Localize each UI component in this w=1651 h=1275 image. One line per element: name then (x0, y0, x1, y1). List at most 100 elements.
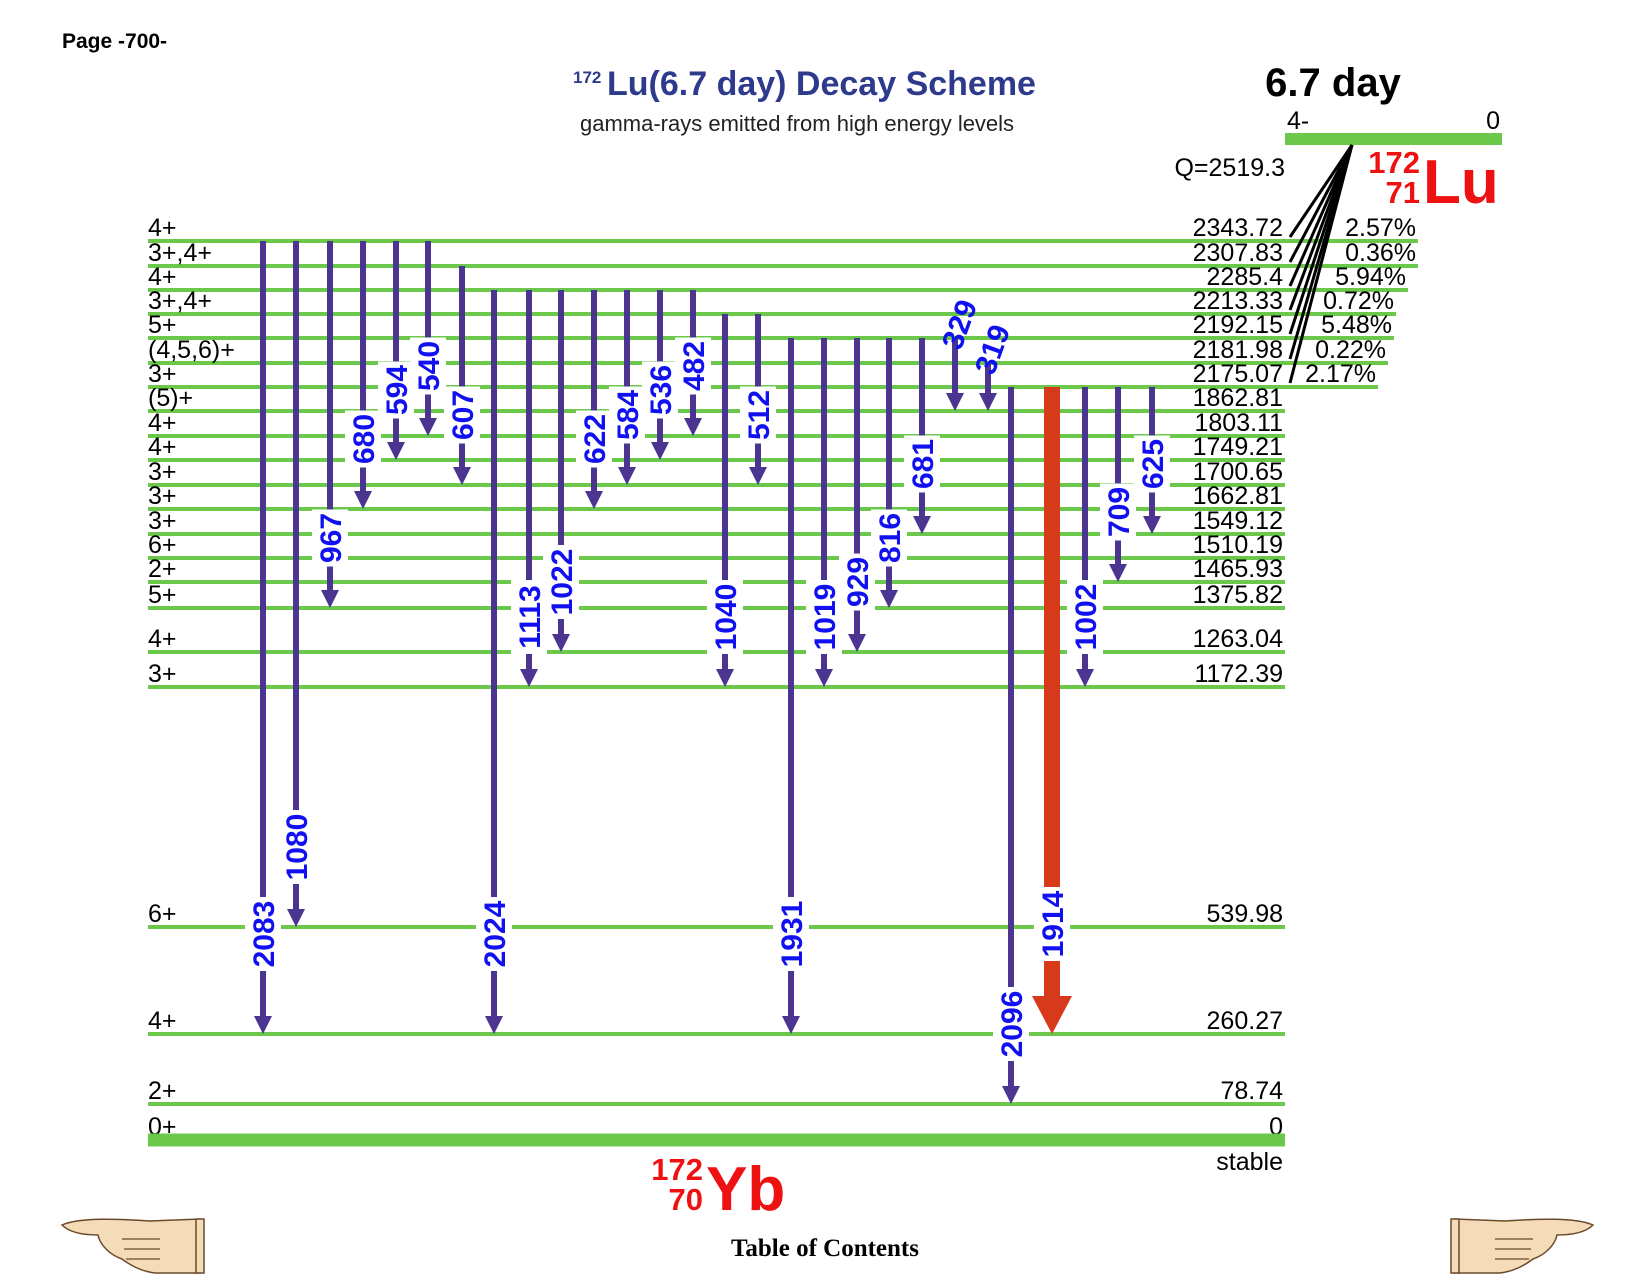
gamma-label-background (245, 897, 281, 971)
gamma-arrowhead (913, 516, 931, 534)
level-energy: 1700.65 (1193, 458, 1283, 486)
level-energy: 2307.83 (1193, 239, 1283, 267)
gamma-energy-label: 607 (447, 390, 480, 440)
gamma-label-background (345, 410, 381, 468)
gamma-energy-label: 625 (1137, 439, 1170, 489)
gamma-label-background (1034, 887, 1070, 961)
level-spin: 5+ (148, 581, 177, 609)
gamma-label-background (675, 337, 711, 395)
gamma-label-background (707, 580, 743, 654)
level-energy: 2181.98 (1193, 336, 1283, 364)
parent-mass-number: 172 (1368, 145, 1420, 180)
gamma-energy-label: 929 (842, 557, 875, 607)
level-energy: 78.74 (1220, 1077, 1283, 1105)
gamma-label-background (609, 386, 645, 444)
level-energy: 1465.93 (1193, 555, 1283, 583)
gamma-energy-label: 1080 (281, 814, 314, 881)
gamma-energy-label: 536 (645, 365, 678, 415)
level-energy: 2285.4 (1207, 263, 1284, 291)
gamma-arrowhead (419, 418, 437, 436)
level-spin: 3+ (148, 507, 177, 535)
gamma-energy-label: 2096 (996, 991, 1029, 1058)
level-energy: 1172.39 (1194, 660, 1283, 688)
level-energy: 1862.81 (1193, 384, 1283, 412)
branching-ratio: 5.94% (1335, 263, 1406, 291)
gamma-label-background (740, 386, 776, 444)
scheme-subtitle: gamma-rays emitted from high energy leve… (580, 111, 1014, 136)
gamma-arrowhead (1109, 564, 1127, 582)
gamma-label-background (993, 987, 1029, 1061)
level-spin: 3+ (148, 458, 177, 486)
next-page-hand-icon[interactable] (1450, 1215, 1595, 1275)
level-energy: 2343.72 (1193, 214, 1283, 242)
gamma-arrowhead (651, 442, 669, 460)
gamma-arrowhead (453, 467, 471, 485)
gamma-energy-label: 709 (1103, 487, 1136, 537)
daughter-atomic-number: 70 (669, 1182, 703, 1217)
title-mass-number: 172 (573, 68, 601, 87)
gamma-label-background (576, 410, 612, 468)
gamma-arrowhead (1032, 996, 1072, 1034)
gamma-energy-label: 482 (678, 341, 711, 391)
level-energy: 2192.15 (1193, 311, 1283, 339)
gamma-arrowhead (1076, 669, 1094, 687)
gamma-energy-label: 2024 (479, 900, 512, 967)
level-spin: 4+ (148, 625, 177, 653)
gamma-label-background (1067, 580, 1103, 654)
gamma-label-background (378, 361, 414, 419)
gamma-arrowhead (254, 1016, 272, 1034)
gamma-energy-label: 1914 (1037, 890, 1070, 957)
gamma-arrowhead (485, 1016, 503, 1034)
gamma-energy-label: 1040 (710, 584, 743, 651)
gamma-arrowhead (354, 491, 372, 509)
gamma-label-background (1134, 435, 1170, 493)
gamma-arrowhead (1143, 516, 1161, 534)
gamma-label-background (278, 810, 314, 884)
daughter-symbol: Yb (706, 1155, 785, 1224)
gamma-arrowhead (387, 442, 405, 460)
gamma-energy-label: 1113 (514, 585, 547, 648)
level-spin: 4+ (148, 214, 177, 242)
beta-feed-line (1288, 144, 1354, 263)
table-of-contents-link[interactable]: Table of Contents (731, 1235, 919, 1262)
gamma-label-background (904, 435, 940, 493)
level-energy: 1375.82 (1193, 581, 1283, 609)
gamma-energy-label: 967 (315, 513, 348, 563)
gamma-arrowhead (287, 909, 305, 927)
previous-page-hand-icon[interactable] (60, 1215, 205, 1275)
level-energy: 2213.33 (1193, 287, 1283, 315)
gamma-label-background (1100, 483, 1136, 541)
branching-ratio: 0.72% (1323, 287, 1394, 315)
gamma-label-background (312, 509, 348, 567)
gamma-label-background (476, 897, 512, 971)
parent-spin: 4- (1287, 107, 1309, 135)
gamma-energy-label: 594 (381, 365, 414, 415)
gamma-arrowhead (520, 669, 538, 687)
level-energy: 539.98 (1207, 900, 1283, 928)
level-spin: 2+ (148, 555, 177, 583)
level-spin: 5+ (148, 311, 177, 339)
gamma-energy-label: 680 (348, 414, 381, 464)
level-energy: 260.27 (1207, 1007, 1283, 1035)
gamma-energy-label: 584 (612, 390, 645, 440)
level-spin: (5)+ (148, 384, 193, 412)
level-spin: 3+,4+ (148, 287, 212, 315)
branching-ratio: 0.36% (1345, 239, 1416, 267)
parent-half-life: 6.7 day (1265, 61, 1401, 105)
gamma-energy-label: 540 (413, 341, 446, 391)
parent-atomic-number: 71 (1386, 175, 1420, 210)
level-spin: 3+,4+ (148, 239, 212, 267)
gamma-arrowhead (880, 590, 898, 608)
gamma-energy-label: 1931 (776, 901, 809, 968)
gamma-energy-label: 1019 (809, 584, 842, 651)
gamma-arrowhead (684, 418, 702, 436)
level-spin: 3+ (148, 482, 177, 510)
gamma-arrowhead (979, 393, 997, 411)
gamma-energy-label: 2083 (248, 901, 281, 968)
gamma-arrowhead (848, 634, 866, 652)
gamma-energy-label: 816 (874, 513, 907, 563)
daughter-mass-number: 172 (651, 1152, 703, 1187)
level-spin: 4+ (148, 1007, 177, 1035)
parent-symbol: Lu (1423, 148, 1499, 217)
